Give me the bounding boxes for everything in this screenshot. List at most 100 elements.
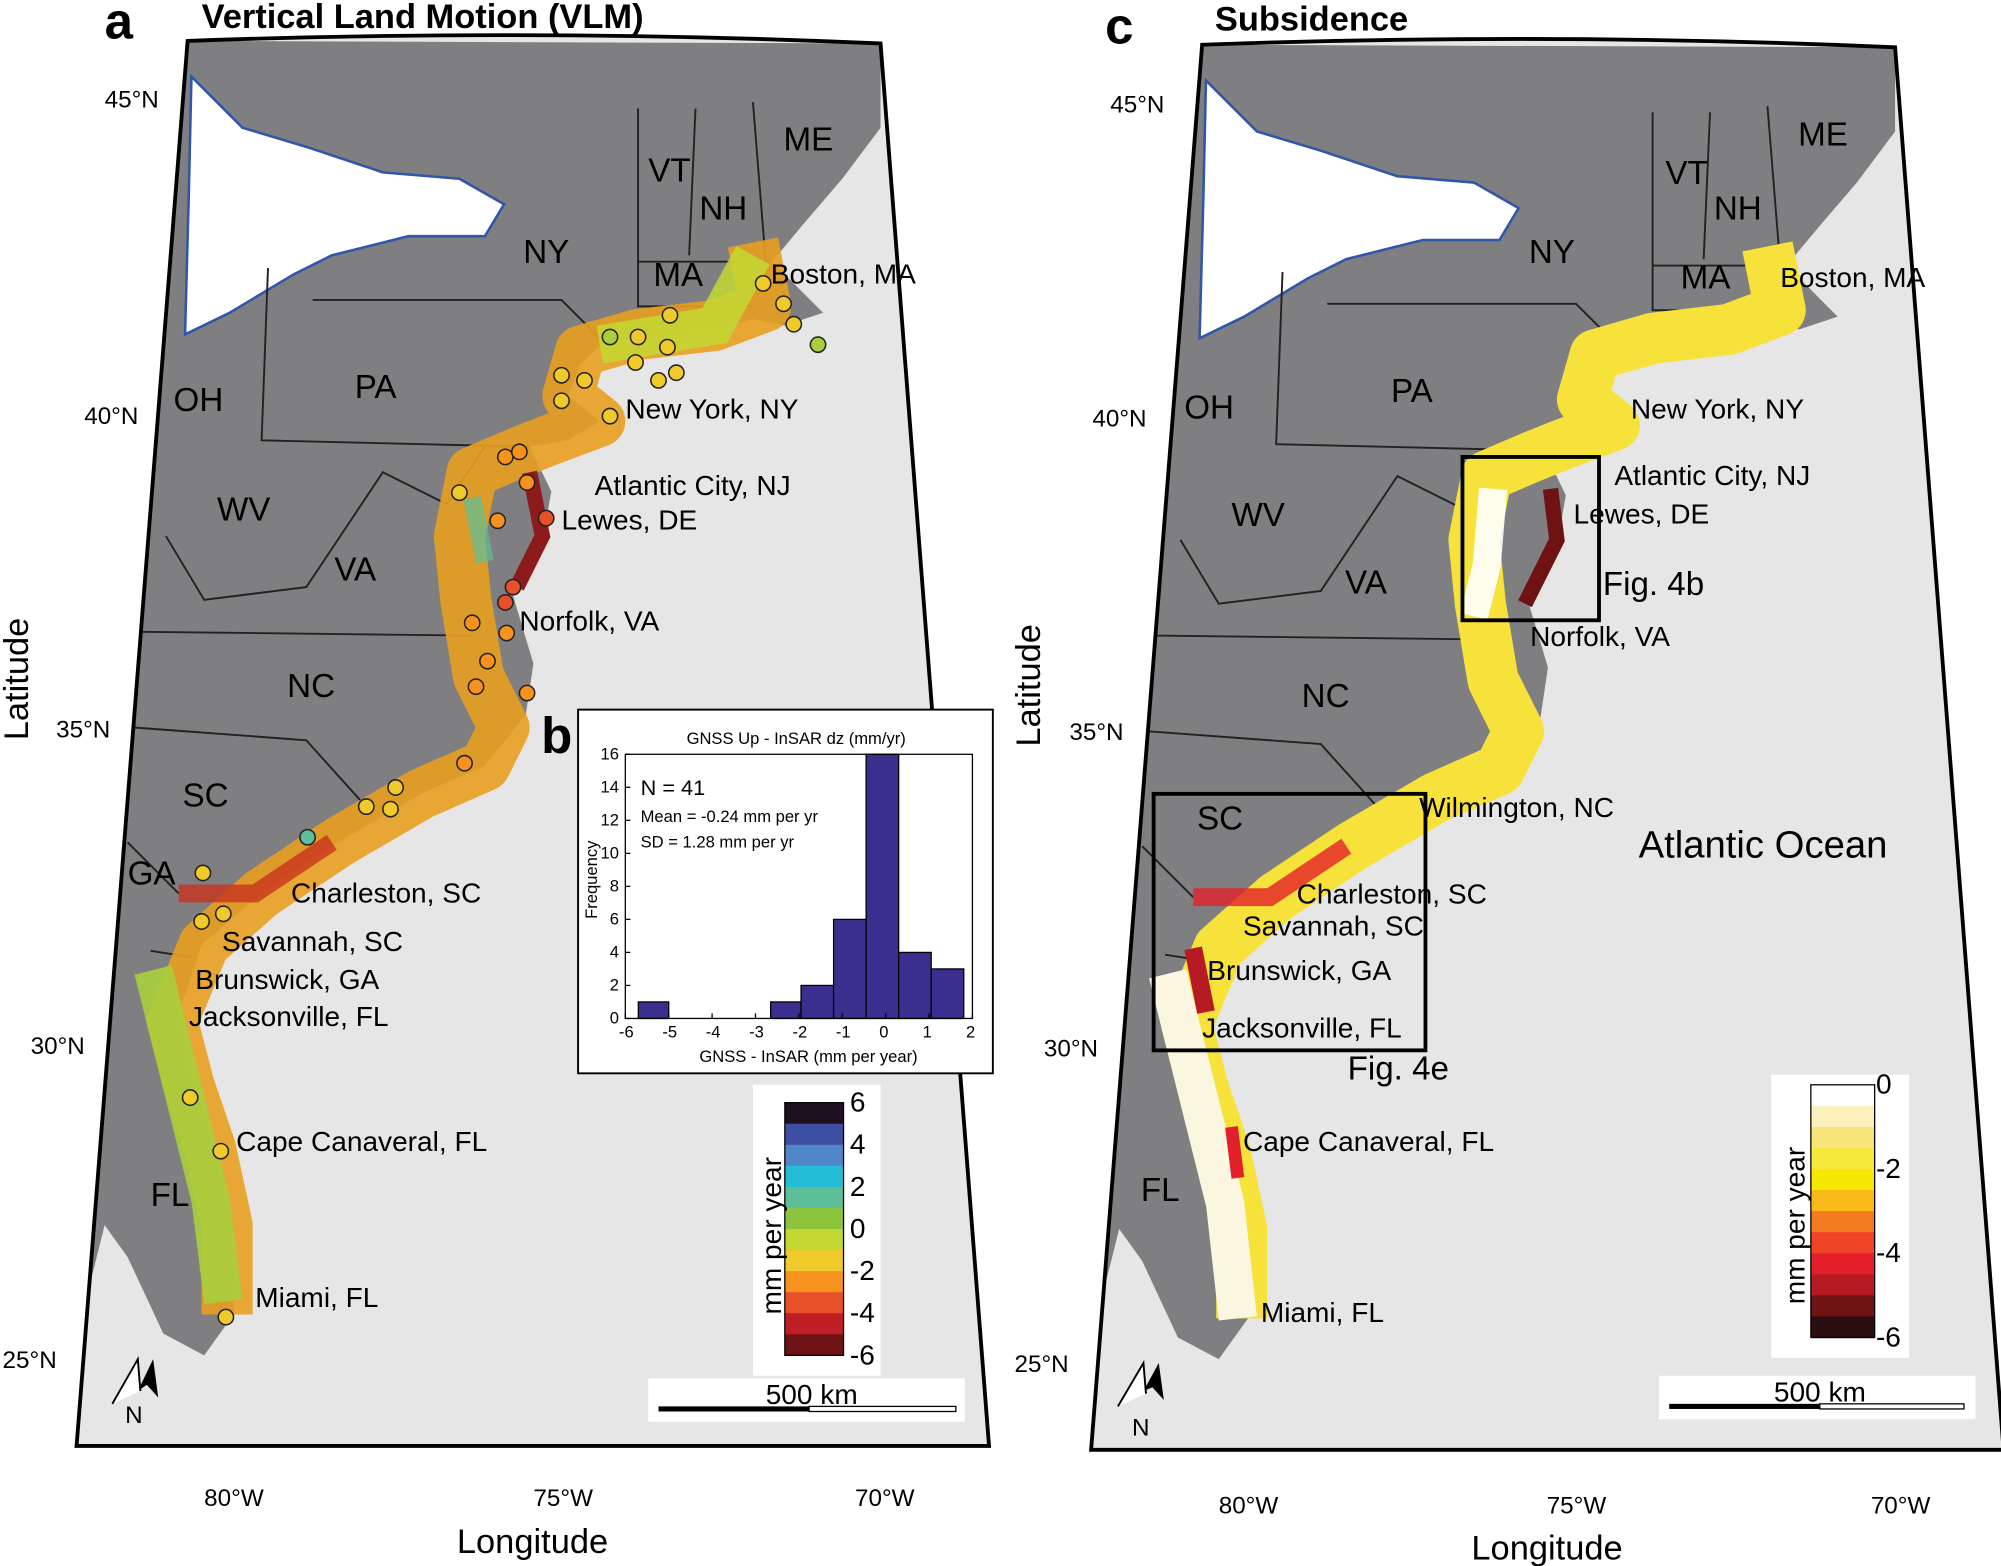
gnss-station[interactable] — [518, 684, 536, 702]
colorbar-tick: 2 — [850, 1171, 866, 1202]
state-labels: ME VT NH NY MA PA OH WV VA NC SC FL — [1141, 117, 1848, 1209]
x-tick: -5 — [662, 1023, 677, 1042]
inset-box-fig4e[interactable] — [1151, 791, 1428, 1053]
gnss-station[interactable] — [479, 652, 496, 670]
state-label: NC — [1302, 678, 1350, 715]
gnss-station[interactable] — [659, 338, 676, 356]
north-label: N — [1132, 1415, 1150, 1442]
gnss-station[interactable] — [629, 328, 647, 346]
state-label: NY — [523, 234, 569, 271]
state-label: OH — [174, 382, 224, 419]
lon-tick: 80°W — [204, 1485, 264, 1512]
gnss-station[interactable] — [496, 594, 514, 611]
inset-label: Fig. 4e — [1348, 1051, 1449, 1088]
lon-tick: 75°W — [1547, 1493, 1607, 1520]
gnss-station[interactable] — [387, 779, 405, 796]
colorbar-swatch — [784, 1144, 844, 1167]
inset-box-fig4b[interactable] — [1460, 455, 1601, 623]
colorbar-swatch — [1810, 1316, 1875, 1339]
gnss-station[interactable] — [775, 295, 792, 313]
colorbar-tick: -2 — [850, 1255, 875, 1286]
gnss-station[interactable] — [463, 614, 481, 632]
gnss-station[interactable] — [382, 800, 399, 818]
colorbar-swatch — [1810, 1190, 1875, 1212]
lat-tick: 30°N — [31, 1033, 85, 1060]
map-frame — [74, 33, 992, 1448]
colorbar-swatch — [1810, 1169, 1875, 1191]
gnss-station[interactable] — [537, 509, 555, 527]
map-frame — [1089, 37, 2001, 1452]
gnss-station[interactable] — [667, 364, 685, 382]
histogram-bar — [930, 968, 965, 1020]
histogram-bar — [770, 1001, 802, 1020]
state-label: FL — [151, 1177, 190, 1214]
scale-bar-label: 500 km — [1774, 1376, 1866, 1407]
colorbar-swatch — [784, 1334, 844, 1356]
colorbar-swatch — [1810, 1274, 1875, 1297]
gnss-station[interactable] — [661, 306, 679, 324]
city-label: Jacksonville, FL — [1202, 1013, 1402, 1044]
city-label: New York, NY — [625, 394, 798, 425]
colorbar-swatch — [1810, 1105, 1875, 1128]
y-tick: 0 — [610, 1009, 619, 1028]
gnss-station[interactable] — [498, 624, 516, 642]
gnss-station[interactable] — [754, 274, 772, 292]
gnss-station[interactable] — [456, 754, 473, 772]
gnss-station[interactable] — [785, 315, 803, 333]
gnss-station[interactable] — [601, 328, 619, 346]
gnss-station[interactable] — [627, 354, 644, 371]
panel-letter: a — [105, 0, 134, 49]
city-label: Savannah, SC — [1243, 910, 1424, 941]
gnss-station[interactable] — [299, 828, 316, 846]
gnss-station[interactable] — [193, 913, 211, 930]
gnss-station[interactable] — [181, 1089, 199, 1106]
state-label: MA — [1681, 259, 1732, 296]
gnss-station[interactable] — [467, 678, 485, 696]
gnss-station[interactable] — [650, 371, 667, 389]
gnss-station[interactable] — [489, 512, 507, 530]
scale-bar-label: 500 km — [766, 1379, 858, 1410]
state-label: WV — [1231, 497, 1284, 534]
scale-bar: 500 km — [1658, 1375, 1976, 1420]
gnss-station[interactable] — [450, 484, 468, 502]
gnss-station[interactable] — [194, 864, 212, 882]
chart-title: GNSS Up - InSAR dz (mm/yr) — [687, 729, 906, 748]
panel-a: a Vertical Land Motion (VLM) ME VT NH NY — [0, 0, 992, 1561]
colorbar-swatch — [784, 1123, 844, 1146]
gnss-station[interactable] — [212, 1142, 230, 1160]
annotation-mean: Mean = -0.24 mm per yr — [641, 807, 819, 826]
gnss-station[interactable] — [357, 798, 375, 816]
gnss-station[interactable] — [504, 578, 522, 596]
y-tick: 2 — [610, 976, 619, 995]
colorbar-swatch — [784, 1250, 844, 1272]
city-label: Boston, MA — [1780, 262, 1925, 293]
city-label: Brunswick, GA — [195, 964, 379, 995]
gnss-station[interactable] — [601, 407, 619, 425]
gnss-station[interactable] — [217, 1308, 235, 1326]
gnss-station[interactable] — [809, 336, 827, 354]
gnss-station[interactable] — [576, 371, 593, 389]
colorbar-swatch — [1810, 1253, 1875, 1275]
gnss-stations — [181, 274, 827, 1326]
panel-letter: b — [541, 707, 572, 764]
city-label: Savannah, SC — [222, 926, 403, 957]
colorbar-swatch — [1810, 1211, 1875, 1233]
colorbar-swatch — [784, 1165, 844, 1188]
gnss-station[interactable] — [214, 905, 232, 923]
lat-ticks: 45°N 40°N 35°N 30°N 25°N — [3, 86, 159, 1374]
city-label: Miami, FL — [1261, 1297, 1384, 1328]
gnss-station[interactable] — [496, 448, 514, 466]
gnss-station[interactable] — [553, 392, 570, 410]
panel-title: Subsidence — [1215, 1, 1408, 39]
annotation-sd: SD = 1.28 mm per yr — [641, 832, 795, 851]
city-label: New York, NY — [1631, 394, 1804, 425]
gnss-station[interactable] — [553, 366, 570, 384]
y-tick: 16 — [600, 744, 618, 763]
gnss-station[interactable] — [518, 474, 536, 491]
gnss-station[interactable] — [510, 443, 528, 461]
lat-tick: 25°N — [1015, 1351, 1069, 1378]
city-label: Atlantic City, NJ — [1614, 460, 1810, 491]
panel-c: c Subsidence Fig. 4b Fig. 4e Atlantic Oc… — [1010, 0, 2001, 1566]
lat-tick: 25°N — [3, 1347, 57, 1374]
subsidence-data-overlay — [1149, 241, 1806, 1321]
